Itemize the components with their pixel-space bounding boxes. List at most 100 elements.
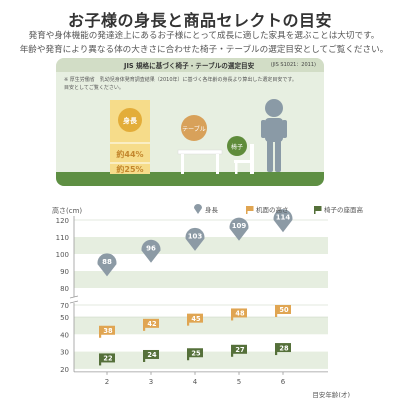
x-axis-title: 目安年齢(才) — [312, 390, 350, 399]
table-leg-right — [216, 154, 219, 174]
chair-height-marker — [233, 344, 247, 354]
intro-line-1: 発育や身体機能の発達途上にあるお子様にとって成長に適した家具を選ぶことは大切です… — [28, 31, 380, 41]
height-value-label: 88 — [102, 258, 112, 266]
chair-height-value-label: 22 — [103, 355, 113, 363]
panel-note-line-1: ※ 厚生労働省 乳幼児身体発育調査結果（2010年）に基づく各年齢の身長より算出… — [64, 77, 297, 83]
desk-height-marker-pole — [143, 318, 146, 331]
y-tick-label: 110 — [56, 234, 69, 242]
desk-height-marker-pole — [231, 308, 234, 321]
illustration-panel: JIS 規格に基づく椅子・テーブルの選定目安 (JIS S1021：2011) … — [56, 58, 324, 186]
chair-height-marker — [277, 343, 291, 353]
chair-height-value-label: 24 — [147, 351, 157, 359]
legend-chair-label: 椅子の座面高 — [324, 205, 364, 214]
chair-height-marker-pole — [187, 348, 190, 361]
y-tick-label: 70 — [60, 302, 69, 310]
table-top — [177, 149, 223, 155]
desk-height-marker — [277, 305, 291, 314]
desk-height-marker-pole — [275, 305, 278, 317]
desk-height-value-label: 42 — [147, 320, 157, 328]
y-tick-label: 40 — [60, 331, 69, 339]
chair-seat — [234, 160, 254, 163]
grid-band — [74, 317, 328, 335]
chart-axes: 70 80 90 100 110 120 20 30 40 50 2 3 4 5 6 高さ(cm) 目安年齢(才… — [52, 206, 350, 399]
chair-height-marker-pole — [99, 353, 102, 366]
chair-height-marker-pole — [275, 343, 278, 356]
chair-height-marker — [101, 353, 115, 363]
table-leg-left — [181, 154, 184, 174]
chart-legend: 身長 机面の高さ 椅子の座面高 — [194, 204, 364, 214]
grid-band — [74, 271, 328, 288]
desk-height-value-label: 50 — [279, 306, 289, 314]
y-tick-label: 120 — [56, 217, 69, 225]
desk-height-marker-pole — [99, 325, 102, 338]
x-tick-label: 4 — [193, 378, 198, 386]
chart-marks: 88 96 103 109 114 38 42 45 48 50 22 24 25 27 28 — [97, 209, 293, 366]
panel-title: JIS 規格に基づく椅子・テーブルの選定目安 — [124, 62, 255, 70]
y-axis-title: 高さ(cm) — [52, 206, 82, 215]
grass-strip — [56, 172, 324, 186]
chair-height-value-label: 27 — [235, 346, 245, 354]
x-tick-label: 5 — [237, 378, 241, 386]
legend-desk-marker-pole — [246, 206, 248, 214]
chair-back — [250, 144, 254, 174]
intro-text: 発育や身体機能の発達途上にあるお子様にとって成長に適した家具を選ぶことは大切です… — [14, 29, 394, 57]
height-value-label: 114 — [276, 214, 291, 222]
legend-chair-marker — [315, 206, 322, 211]
legend-height-label: 身長 — [205, 205, 219, 214]
panel-header — [56, 58, 324, 72]
table-ratio-label: 約44% — [116, 149, 143, 159]
panel-standard: (JIS S1021：2011) — [270, 62, 316, 68]
x-tick-label: 2 — [105, 378, 109, 386]
desk-height-value-label: 48 — [235, 310, 245, 318]
desk-height-marker — [189, 313, 203, 323]
legend-chair-marker-pole — [314, 206, 316, 214]
desk-height-marker — [101, 325, 115, 335]
chair-badge — [227, 136, 247, 156]
chair-leg — [235, 163, 238, 174]
height-marker — [141, 239, 161, 263]
x-tick-label: 6 — [281, 378, 286, 386]
y-tick-label: 30 — [60, 349, 69, 357]
height-marker — [273, 209, 293, 233]
grid-bands — [74, 219, 328, 369]
chair-badge-label: 椅子 — [231, 143, 243, 151]
height-marker — [229, 217, 249, 241]
chair-height-marker-pole — [143, 349, 146, 362]
child-silhouette — [261, 99, 287, 172]
height-value-label: 109 — [232, 222, 247, 230]
y-tick-label: 20 — [60, 366, 69, 374]
chair-ratio-label: 約25% — [116, 164, 143, 174]
furniture-scene: 身長 約44% 約25% テーブル 椅子 — [56, 99, 324, 186]
page-title: お子様の身長と商品セレクトの目安 — [67, 11, 332, 30]
y-tick-label: 90 — [60, 268, 69, 276]
chair-height-marker — [145, 349, 159, 359]
chair-height-marker — [189, 348, 203, 358]
legend-desk-label: 机面の高さ — [256, 205, 289, 214]
height-badge — [118, 108, 142, 132]
panel-note: ※ 厚生労働省 乳幼児身体発育調査結果（2010年）に基づく各年齢の身長より算出… — [64, 76, 324, 92]
chair-height-value-label: 25 — [191, 349, 201, 357]
grid-band — [74, 351, 328, 369]
table-badge — [181, 115, 207, 141]
chair-height-value-label: 28 — [279, 344, 289, 352]
height-value-label: 96 — [146, 244, 156, 252]
desk-height-value-label: 38 — [103, 327, 113, 335]
height-marker — [97, 253, 117, 277]
desk-height-marker — [233, 308, 247, 318]
legend-height-marker — [194, 204, 202, 214]
axis-break-mark — [69, 295, 79, 304]
height-value-label: 103 — [188, 232, 203, 240]
height-marker — [185, 227, 205, 251]
chair-height-marker-pole — [231, 344, 234, 357]
table-badge-label: テーブル — [182, 125, 206, 133]
desk-height-marker-pole — [187, 313, 190, 326]
y-tick-label: 50 — [60, 314, 69, 322]
x-tick-label: 3 — [149, 378, 153, 386]
y-tick-label: 100 — [56, 251, 69, 259]
desk-height-marker — [145, 318, 159, 328]
grid-band — [74, 237, 328, 254]
panel-note-line-2: 目安としてご覧ください。 — [64, 85, 124, 91]
y-tick-label: 80 — [60, 285, 69, 293]
height-badge-label: 身長 — [122, 116, 138, 125]
